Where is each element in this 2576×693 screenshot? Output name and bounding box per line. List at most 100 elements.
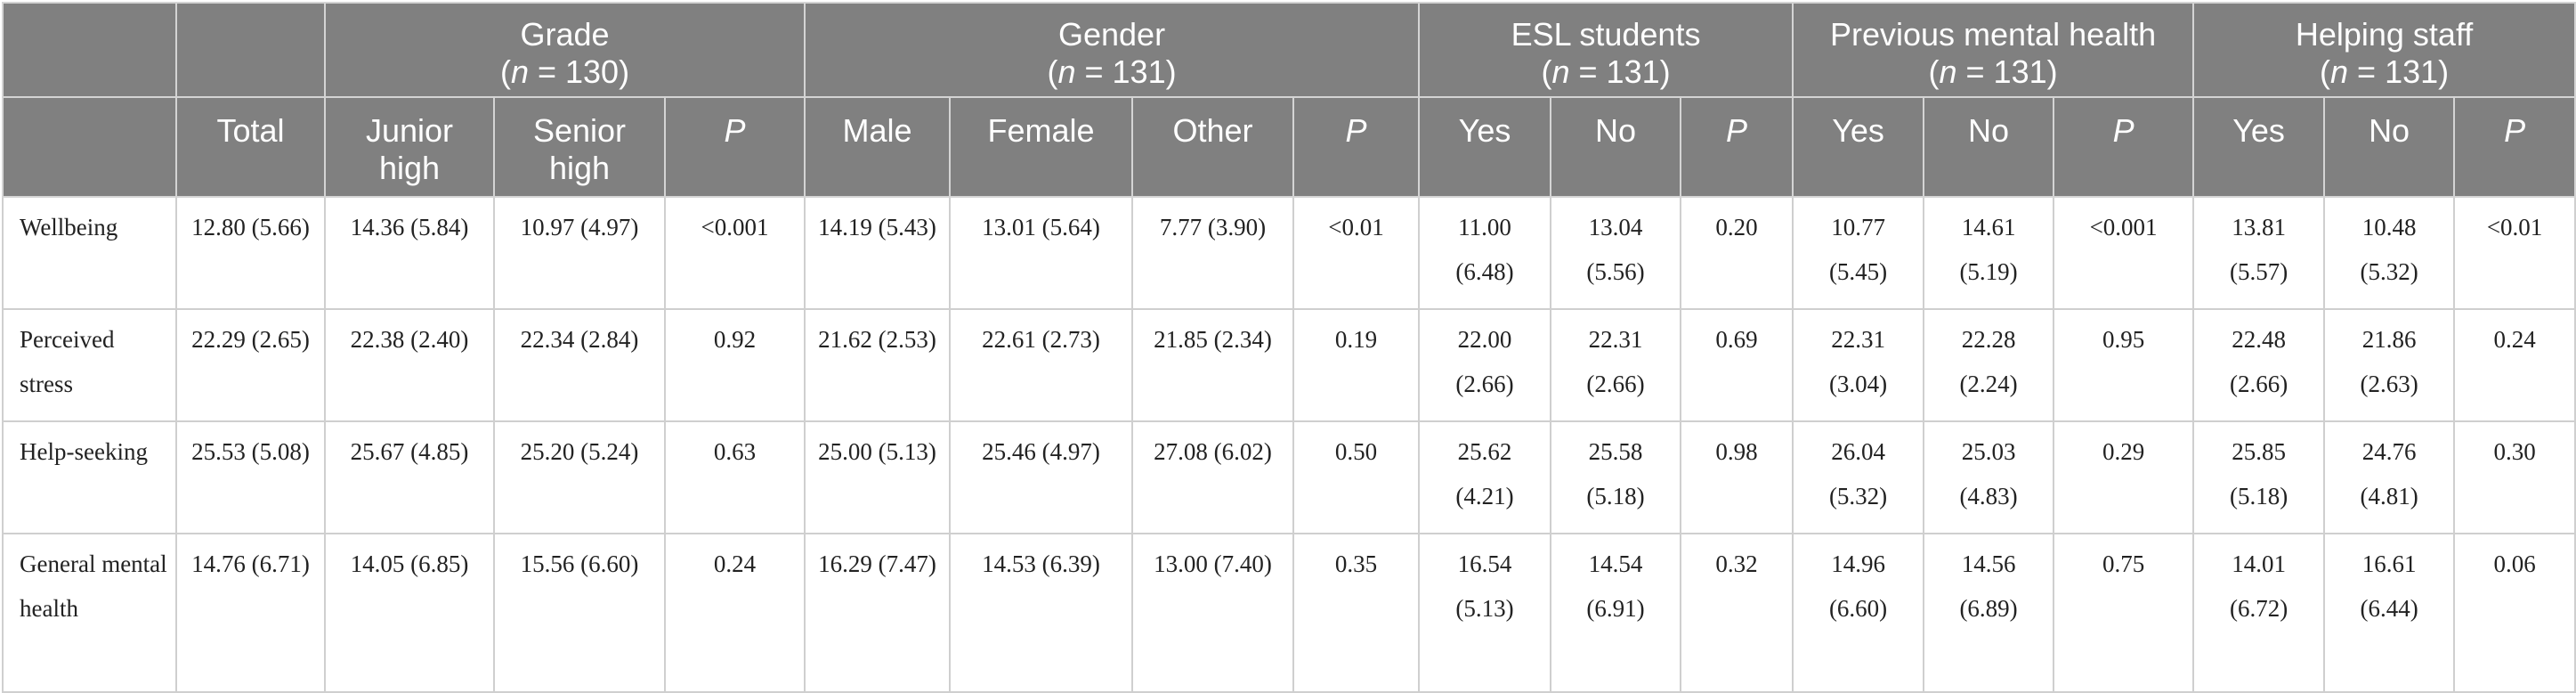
table-cell: 22.31 (3.04): [1792, 308, 1925, 422]
group-n-suffix: = 131): [2348, 53, 2450, 90]
group-n-prefix: (: [2320, 53, 2331, 90]
table-cell: 0.19: [1292, 308, 1421, 422]
table-cell: 16.54 (5.13): [1418, 533, 1552, 693]
group-header-previous-mental-health: Previous mental health (n = 131): [1792, 2, 2195, 98]
table-row: General mental health 14.76 (6.71) 14.05…: [2, 533, 2576, 693]
row-label: General mental health: [2, 533, 177, 693]
table-cell: 25.67 (4.85): [324, 420, 495, 534]
table-cell: 25.62 (4.21): [1418, 420, 1552, 534]
table-cell: 13.04 (5.56): [1550, 196, 1682, 310]
table-cell: 0.50: [1292, 420, 1421, 534]
table-cell: 0.32: [1680, 533, 1794, 693]
column-header-no: No: [1550, 96, 1682, 198]
table-row: Perceived stress 22.29 (2.65) 22.38 (2.4…: [2, 308, 2576, 422]
empty-header-cell: [2, 96, 177, 198]
table-cell: 22.38 (2.40): [324, 308, 495, 422]
table-cell: 14.61 (5.19): [1923, 196, 2055, 310]
table-cell: 0.06: [2453, 533, 2576, 693]
group-n-suffix: = 131): [1075, 53, 1177, 90]
column-header-p: P: [2053, 96, 2195, 198]
column-header-p: P: [2453, 96, 2576, 198]
table-cell: 25.46 (4.97): [949, 420, 1134, 534]
table-cell: 22.34 (2.84): [493, 308, 666, 422]
table-cell: 21.85 (2.34): [1131, 308, 1295, 422]
column-header-total: Total: [175, 96, 326, 198]
table-cell: 25.03 (4.83): [1923, 420, 2055, 534]
table-cell: 0.29: [2053, 420, 2195, 534]
table-cell: 16.29 (7.47): [804, 533, 952, 693]
group-header-esl: ESL students (n = 131): [1418, 2, 1794, 98]
table-cell: 0.24: [2453, 308, 2576, 422]
column-header-p: P: [1292, 96, 1421, 198]
table-cell: 21.86 (2.63): [2323, 308, 2456, 422]
group-header-row: Grade (n = 130) Gender (n = 131) ESL stu…: [2, 2, 2576, 98]
group-header-gender: Gender (n = 131): [804, 2, 1421, 98]
table-cell: 0.75: [2053, 533, 2195, 693]
empty-header-cell: [2, 2, 177, 98]
empty-header-cell: [175, 2, 326, 98]
table-cell: 0.35: [1292, 533, 1421, 693]
column-header-yes: Yes: [1418, 96, 1552, 198]
table-cell: 0.95: [2053, 308, 2195, 422]
column-header-no: No: [2323, 96, 2456, 198]
table-cell: 10.77 (5.45): [1792, 196, 1925, 310]
table-cell: 12.80 (5.66): [175, 196, 326, 310]
column-header-row: Total Junior high Senior high P Male Fem…: [2, 96, 2576, 198]
table-cell: 22.48 (2.66): [2192, 308, 2326, 422]
group-n-prefix: (: [499, 53, 511, 90]
table-cell: 13.00 (7.40): [1131, 533, 1295, 693]
row-label: Perceived stress: [2, 308, 177, 422]
table-cell: 0.92: [663, 308, 806, 422]
group-n-suffix: = 131): [1956, 53, 2058, 90]
table-cell: 14.53 (6.39): [949, 533, 1134, 693]
table-cell: 25.85 (5.18): [2192, 420, 2326, 534]
column-header-p: P: [663, 96, 806, 198]
column-header-yes: Yes: [1792, 96, 1925, 198]
table-cell: 14.96 (6.60): [1792, 533, 1925, 693]
table-cell: 22.28 (2.24): [1923, 308, 2055, 422]
table-cell: 0.98: [1680, 420, 1794, 534]
table-cell: 0.24: [663, 533, 806, 693]
table-cell: 13.81 (5.57): [2192, 196, 2326, 310]
table-cell: 0.69: [1680, 308, 1794, 422]
table-cell: 0.63: [663, 420, 806, 534]
group-n-var: n: [1939, 53, 1957, 90]
table-cell: 26.04 (5.32): [1792, 420, 1925, 534]
table-cell: 10.97 (4.97): [493, 196, 666, 310]
table-cell: <0.001: [2053, 196, 2195, 310]
table-cell: 25.58 (5.18): [1550, 420, 1682, 534]
group-n-var: n: [2330, 53, 2349, 90]
column-header-senior-high: Senior high: [493, 96, 666, 198]
table-cell: 16.61 (6.44): [2323, 533, 2456, 693]
table-cell: 22.31 (2.66): [1550, 308, 1682, 422]
row-label: Help-seeking: [2, 420, 177, 534]
table-cell: 14.01 (6.72): [2192, 533, 2326, 693]
table-cell: 25.53 (5.08): [175, 420, 326, 534]
table-cell: 22.61 (2.73): [949, 308, 1134, 422]
column-header-yes: Yes: [2192, 96, 2326, 198]
table-cell: <0.01: [1292, 196, 1421, 310]
table-cell: 27.08 (6.02): [1131, 420, 1295, 534]
table-row: Help-seeking 25.53 (5.08) 25.67 (4.85) 2…: [2, 420, 2576, 534]
column-header-male: Male: [804, 96, 952, 198]
table-row: Wellbeing 12.80 (5.66) 14.36 (5.84) 10.9…: [2, 196, 2576, 310]
row-label: Wellbeing: [2, 196, 177, 310]
table-cell: 22.29 (2.65): [175, 308, 326, 422]
table-cell: 22.00 (2.66): [1418, 308, 1552, 422]
table-cell: 14.36 (5.84): [324, 196, 495, 310]
table-cell: <0.01: [2453, 196, 2576, 310]
group-n-suffix: = 131): [1569, 53, 1671, 90]
table-cell: 11.00 (6.48): [1418, 196, 1552, 310]
table-cell: 14.19 (5.43): [804, 196, 952, 310]
group-n-var: n: [1057, 53, 1076, 90]
table-cell: 14.76 (6.71): [175, 533, 326, 693]
column-header-other: Other: [1131, 96, 1295, 198]
table-cell: 14.05 (6.85): [324, 533, 495, 693]
column-header-female: Female: [949, 96, 1134, 198]
group-n-prefix: (: [1541, 53, 1552, 90]
table-cell: 15.56 (6.60): [493, 533, 666, 693]
group-n-var: n: [510, 53, 529, 90]
group-n-prefix: (: [1047, 53, 1058, 90]
group-header-grade: Grade (n = 130): [323, 2, 806, 98]
group-header-helping-staff: Helping staff (n = 131): [2192, 2, 2576, 98]
